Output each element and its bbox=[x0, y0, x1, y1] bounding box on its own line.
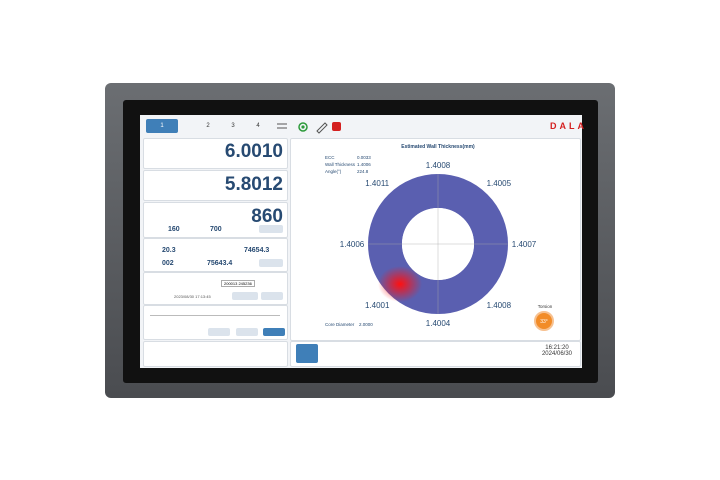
panel: 5.8012 bbox=[143, 170, 288, 201]
button[interactable] bbox=[208, 328, 230, 336]
torsion-label: Torsion bbox=[538, 304, 553, 309]
brand-logo: DALA bbox=[550, 121, 587, 131]
reading: 1.4011 bbox=[365, 179, 389, 188]
button[interactable] bbox=[261, 292, 283, 300]
clock: 16:21:20 2024/06/30 bbox=[542, 345, 572, 357]
button[interactable] bbox=[232, 292, 258, 300]
measurement: 860 bbox=[251, 206, 283, 227]
panel bbox=[143, 305, 288, 340]
measurement: 20.3 bbox=[162, 247, 176, 254]
reading: 1.4004 bbox=[426, 319, 451, 328]
reading: 1.4001 bbox=[365, 301, 390, 310]
nav-active[interactable] bbox=[296, 344, 318, 363]
reading: 1.4005 bbox=[487, 179, 512, 188]
tab[interactable]: 2 bbox=[206, 123, 210, 129]
info-value: 1.4006 bbox=[357, 162, 371, 167]
hot-spot bbox=[378, 266, 422, 302]
reading: 1.4007 bbox=[512, 240, 537, 249]
info-label: Wall Thickness bbox=[325, 162, 356, 167]
info-label: Angle(°) bbox=[325, 169, 342, 174]
screen: 1 2 3 4 DALA 6.0010 5.8012 860 160 700 20.3… bbox=[140, 115, 584, 368]
torsion-value: 33° bbox=[540, 319, 548, 325]
code: 200013 245236 bbox=[224, 281, 252, 286]
date: 2024/06/30 bbox=[541, 351, 572, 357]
chart-title: Estimated Wall Thickness(mm) bbox=[401, 144, 475, 150]
nav-left bbox=[143, 341, 288, 367]
toolbar-icons bbox=[277, 122, 341, 134]
reading: 1.4008 bbox=[426, 161, 451, 170]
button[interactable] bbox=[259, 225, 283, 233]
chart-panel: Estimated Wall Thickness(mm) 1.4008 1.4005… bbox=[290, 138, 581, 341]
thickness-ring: Estimated Wall Thickness(mm) 1.4008 1.4005… bbox=[325, 144, 554, 331]
tab[interactable]: 4 bbox=[256, 123, 260, 129]
tab[interactable]: 1 bbox=[146, 119, 178, 133]
tab[interactable]: 3 bbox=[231, 123, 235, 129]
timestamp: 2023/08/30 17:13:45 bbox=[174, 294, 211, 299]
measurement: 002 bbox=[162, 260, 174, 267]
panel: 20.3 74654.3 002 75643.4 bbox=[143, 238, 288, 272]
reading: 1.4008 bbox=[487, 301, 512, 310]
reading: 1.4006 bbox=[340, 240, 365, 249]
button[interactable] bbox=[259, 259, 283, 267]
info-value: 0.0033 bbox=[357, 155, 371, 160]
measurement: 5.8012 bbox=[224, 174, 283, 195]
tab-bar: 1 2 3 4 bbox=[146, 119, 276, 133]
core-label: Core Diameter bbox=[325, 322, 355, 327]
button[interactable] bbox=[263, 328, 285, 336]
slider[interactable] bbox=[150, 315, 280, 316]
info-label: ECC bbox=[325, 155, 335, 160]
nav-right: 16:21:20 2024/06/30 bbox=[290, 341, 581, 367]
panel: 860 160 700 bbox=[143, 202, 288, 238]
panel: 200013 245236 2023/08/30 17:13:45 bbox=[143, 272, 288, 305]
measurement: 160 bbox=[168, 226, 180, 233]
info-value: 224.8 bbox=[357, 169, 369, 174]
measurement: 700 bbox=[210, 226, 222, 233]
measurement: 74654.3 bbox=[244, 247, 270, 254]
measurement: 6.0010 bbox=[224, 141, 283, 162]
core-value: 2.0000 bbox=[359, 322, 373, 327]
panel: 6.0010 bbox=[143, 138, 288, 169]
measurement: 75643.4 bbox=[207, 260, 233, 267]
button[interactable] bbox=[236, 328, 258, 336]
time: 16:21:20 bbox=[545, 345, 569, 351]
torsion-dial bbox=[534, 311, 554, 331]
input[interactable]: 200013 245236 bbox=[221, 280, 255, 287]
